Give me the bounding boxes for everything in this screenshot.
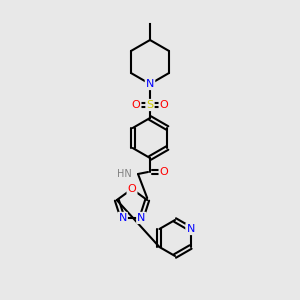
Text: HN: HN [117, 169, 132, 179]
Text: N: N [118, 213, 127, 223]
Text: O: O [160, 100, 168, 110]
Text: N: N [186, 224, 195, 234]
Text: O: O [160, 167, 168, 177]
Text: O: O [128, 184, 136, 194]
Text: N: N [146, 79, 154, 89]
Text: N: N [137, 213, 146, 223]
Text: O: O [132, 100, 140, 110]
Text: S: S [146, 100, 154, 110]
